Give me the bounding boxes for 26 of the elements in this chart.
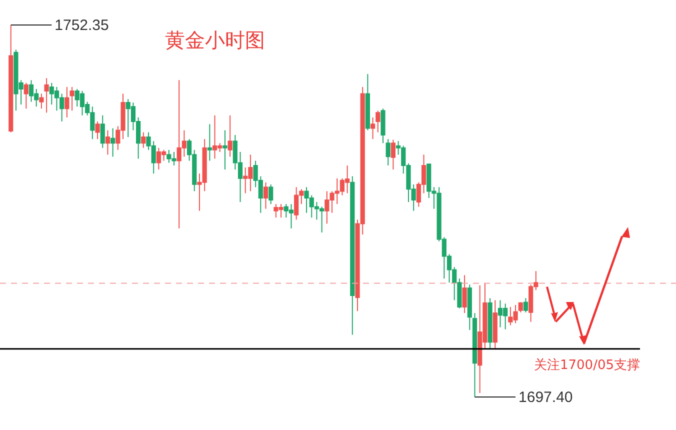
candlestick: [105, 130, 110, 156]
chart-title: 黄金小时图: [165, 28, 265, 52]
candlestick: [222, 130, 228, 170]
candlestick: [70, 86, 74, 112]
candlestick: [263, 182, 268, 210]
candlestick: [462, 274, 467, 314]
annotation: 1697.40: [518, 389, 573, 406]
candlestick: [64, 86, 70, 118]
candlestick: [95, 120, 100, 140]
candlestick: [268, 184, 274, 205]
candlestick: [228, 114, 232, 158]
candlestick: [518, 302, 523, 313]
candlestick: [44, 78, 49, 114]
candlestick: [523, 298, 528, 313]
candlestick: [386, 138, 390, 166]
candlestick: [376, 110, 380, 133]
candlestick: [24, 82, 28, 110]
ref-line-label: 关注1700/05支撑: [534, 358, 640, 373]
annotation: 1752.35: [54, 17, 109, 34]
candlestick: [390, 139, 396, 170]
candlestick: [370, 116, 376, 140]
candlestick: [110, 128, 116, 158]
candlestick: [141, 132, 146, 148]
candlestick: [100, 114, 105, 148]
candlestick: [39, 93, 44, 110]
candlestick: [207, 124, 212, 162]
